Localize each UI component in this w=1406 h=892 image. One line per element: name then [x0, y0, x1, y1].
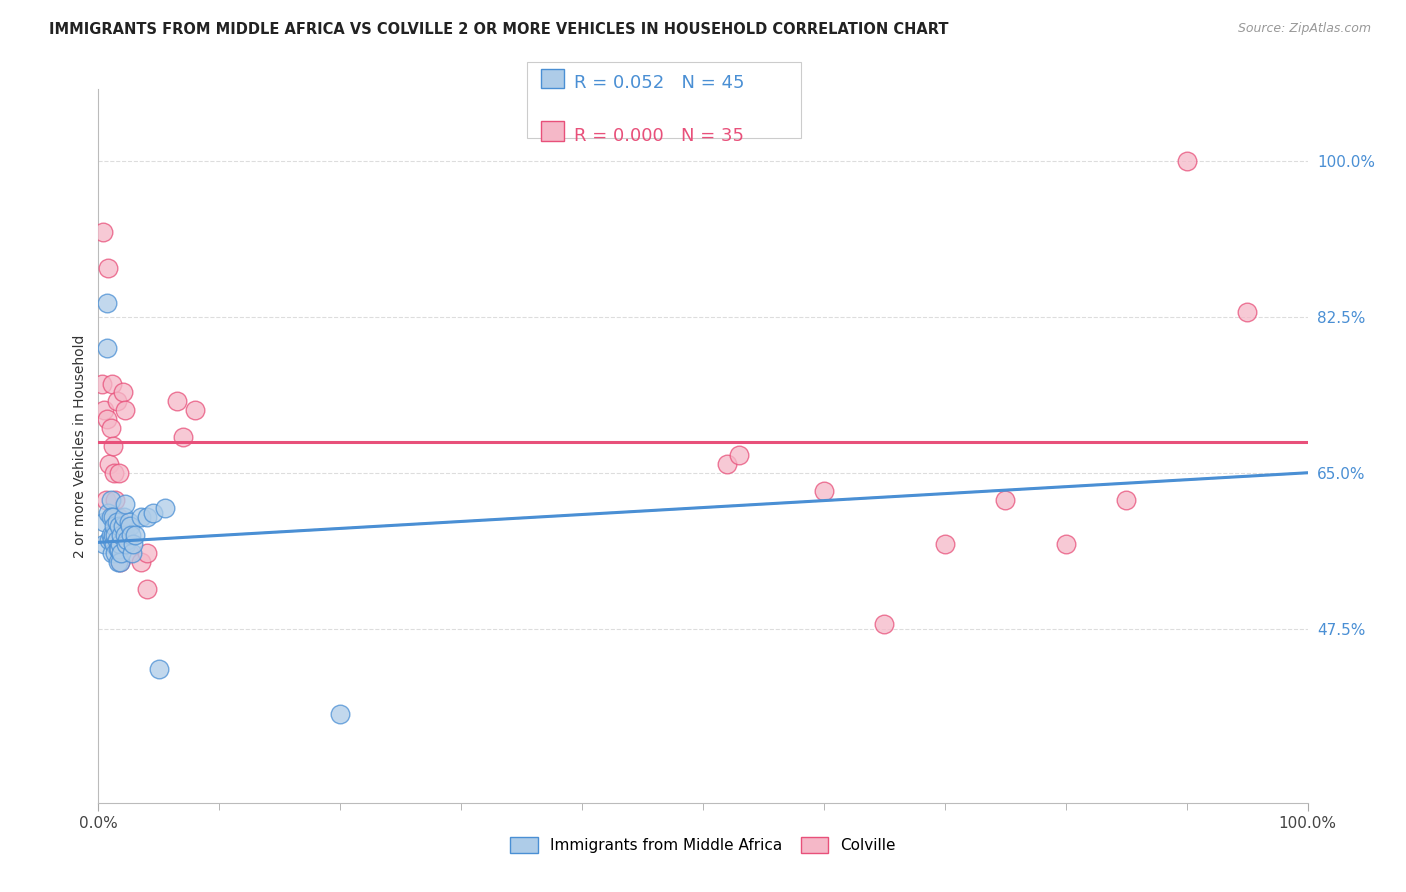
Point [118, 515, 141, 529]
Point [115, 537, 138, 551]
Point [129, 510, 152, 524]
Point [172, 430, 194, 444]
Point [93, 537, 115, 551]
Point [121, 546, 143, 560]
Point [142, 506, 165, 520]
Point [184, 403, 207, 417]
Point [114, 497, 136, 511]
Point [91, 376, 114, 391]
Point [111, 519, 134, 533]
Point [100, 533, 122, 547]
Point [129, 555, 152, 569]
Point [117, 533, 139, 547]
Point [100, 376, 122, 391]
Point [110, 528, 132, 542]
Point [91, 225, 114, 239]
Point [112, 510, 135, 524]
Point [135, 582, 157, 596]
Point [148, 662, 170, 676]
Point [124, 528, 146, 542]
Point [105, 515, 128, 529]
Point [114, 403, 136, 417]
Point [108, 555, 131, 569]
Point [108, 519, 131, 533]
Point [135, 510, 157, 524]
Point [103, 537, 125, 551]
Point [111, 385, 134, 400]
Legend: Immigrants from Middle Africa, Colville: Immigrants from Middle Africa, Colville [505, 831, 901, 859]
Point [813, 483, 835, 498]
Point [108, 541, 131, 556]
Point [108, 555, 131, 569]
Point [329, 706, 352, 721]
Point [994, 492, 1017, 507]
Point [103, 519, 125, 533]
Point [104, 546, 127, 560]
Point [107, 510, 129, 524]
Point [716, 457, 738, 471]
Point [105, 394, 128, 409]
Point [105, 533, 128, 547]
Point [108, 466, 131, 480]
Point [101, 439, 124, 453]
Point [118, 546, 141, 560]
Point [93, 403, 115, 417]
Point [1236, 305, 1258, 319]
Point [1175, 153, 1198, 168]
Text: Source: ZipAtlas.com: Source: ZipAtlas.com [1237, 22, 1371, 36]
Point [100, 546, 122, 560]
Point [100, 421, 122, 435]
Point [1115, 492, 1137, 507]
Point [104, 528, 127, 542]
Point [100, 528, 122, 542]
Text: IMMIGRANTS FROM MIDDLE AFRICA VS COLVILLE 2 OR MORE VEHICLES IN HOUSEHOLD CORREL: IMMIGRANTS FROM MIDDLE AFRICA VS COLVILL… [49, 22, 949, 37]
Point [873, 617, 896, 632]
Point [97, 506, 120, 520]
Point [114, 528, 136, 542]
Point [100, 510, 122, 524]
Point [1054, 537, 1077, 551]
Point [97, 260, 120, 275]
Point [934, 537, 956, 551]
Point [135, 546, 157, 560]
Point [101, 510, 124, 524]
Point [122, 537, 145, 551]
Point [166, 394, 188, 409]
Point [120, 528, 142, 542]
Point [108, 537, 131, 551]
Point [98, 457, 121, 471]
Point [118, 519, 141, 533]
Point [96, 296, 118, 310]
Point [98, 533, 121, 547]
Y-axis label: 2 or more Vehicles in Household: 2 or more Vehicles in Household [73, 334, 87, 558]
Text: R = 0.000   N = 35: R = 0.000 N = 35 [574, 127, 744, 145]
Point [104, 492, 127, 507]
Point [96, 412, 118, 426]
Text: R = 0.052   N = 45: R = 0.052 N = 45 [574, 74, 744, 92]
Point [107, 541, 129, 556]
Point [728, 448, 751, 462]
Point [101, 528, 124, 542]
Point [93, 515, 115, 529]
Point [103, 466, 125, 480]
Point [100, 492, 122, 507]
Point [94, 492, 117, 507]
Point [153, 501, 176, 516]
Point [107, 555, 129, 569]
Point [110, 546, 132, 560]
Point [96, 341, 118, 355]
